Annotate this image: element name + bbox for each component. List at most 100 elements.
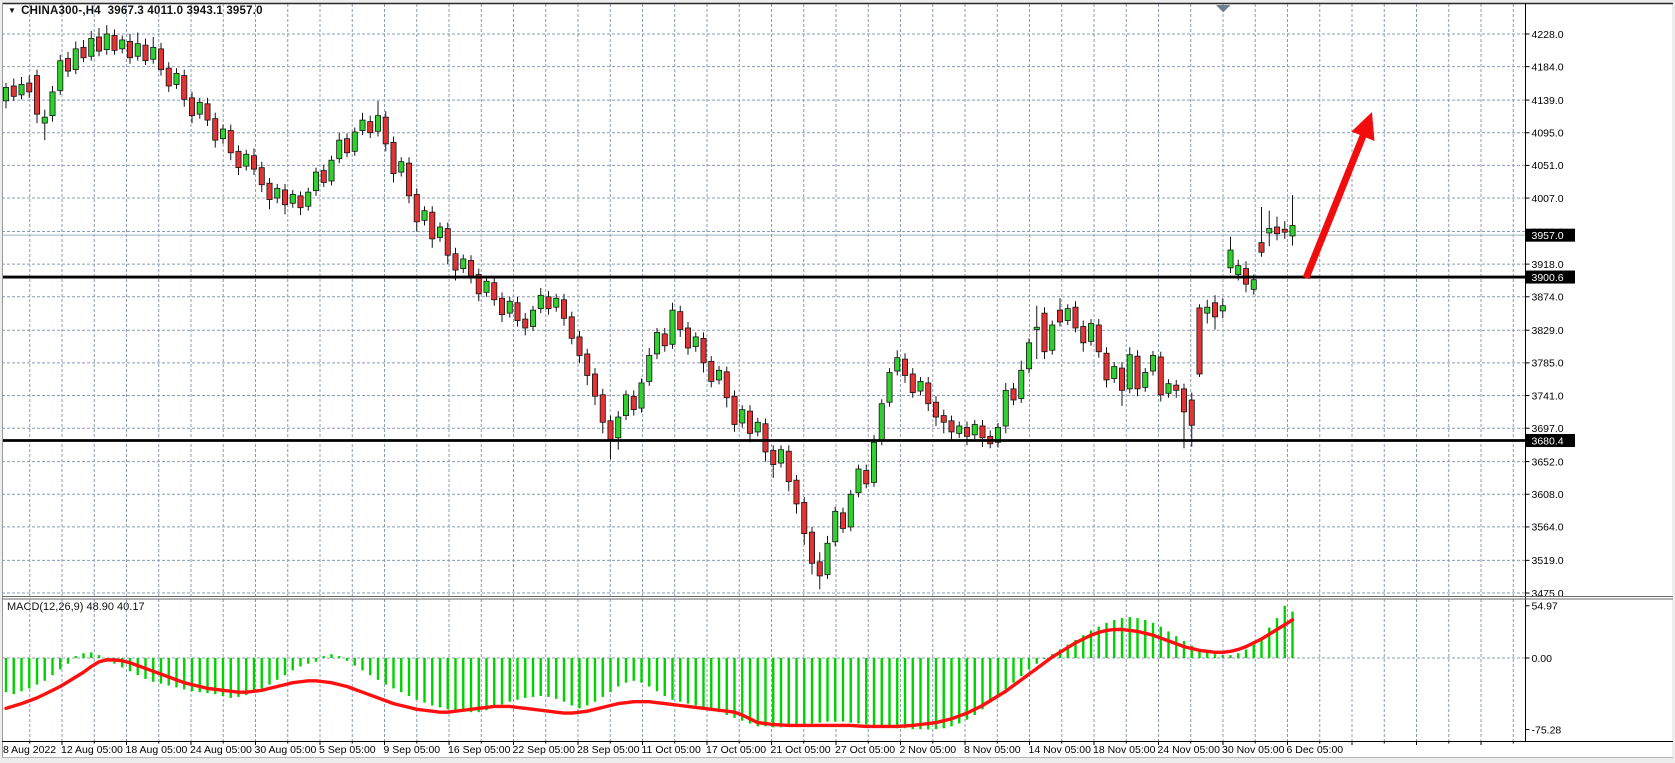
chart-shift-marker-icon xyxy=(1216,5,1231,13)
time-label: 6 Dec 05:00 xyxy=(1287,744,1344,756)
left-strip xyxy=(0,0,2,763)
candle-body xyxy=(809,531,816,564)
price-tick-label: 4184.0 xyxy=(1532,61,1564,73)
candle-body xyxy=(429,211,436,240)
macd-tick-label: -75.28 xyxy=(1532,724,1562,736)
candle-body xyxy=(351,131,358,152)
time-axis[interactable]: 8 Aug 2022 12 Aug 05:00 18 Aug 05:00 24 Aug… xyxy=(3,741,1514,756)
candle-body xyxy=(1095,324,1102,353)
price-tick-label: 4139.0 xyxy=(1532,95,1564,107)
breakout-arrow-shaft xyxy=(1302,134,1367,280)
candle-body xyxy=(498,297,505,316)
price-tick-label: 3918.0 xyxy=(1532,259,1564,271)
candle-body xyxy=(1119,367,1126,391)
candle-body xyxy=(940,415,947,423)
candle-body xyxy=(723,371,730,399)
time-label: 11 Oct 05:00 xyxy=(642,744,702,756)
candle-body xyxy=(607,420,614,440)
candle-body xyxy=(1274,226,1281,235)
candle-body xyxy=(1010,388,1017,401)
candle-body xyxy=(909,373,916,393)
candle-body xyxy=(1080,326,1087,344)
candle-body xyxy=(382,116,389,145)
candle-body xyxy=(785,450,792,483)
candle-body xyxy=(599,394,606,423)
candle-body xyxy=(971,424,978,436)
price-tick-label: 3475.0 xyxy=(1532,588,1564,600)
candle-body xyxy=(584,353,591,376)
candle-body xyxy=(1289,225,1296,237)
price-tick-label: 3519.0 xyxy=(1532,555,1564,567)
candle-body xyxy=(336,139,343,160)
candle-body xyxy=(1142,372,1149,388)
candle-body xyxy=(863,470,870,485)
candle-body xyxy=(506,300,513,314)
macd-tick-label: 0.00 xyxy=(1532,653,1553,665)
candle-body xyxy=(103,33,110,50)
candle-body xyxy=(832,510,839,543)
time-label: 28 Sep 05:00 xyxy=(577,744,640,756)
candle-body xyxy=(312,171,319,192)
candle-body xyxy=(297,195,304,209)
candle-body xyxy=(467,260,474,277)
price-axis[interactable]: 4228.04184.04139.04095.04051.04007.03962… xyxy=(1525,29,1575,737)
candle-body xyxy=(801,502,808,535)
candle-body xyxy=(1018,369,1025,399)
candle-body xyxy=(1049,324,1056,351)
candle-body xyxy=(840,512,847,529)
macd-pane[interactable] xyxy=(2,599,1525,741)
candle-body xyxy=(630,395,637,411)
candle-body xyxy=(1250,279,1257,290)
candle-body xyxy=(72,48,79,71)
candle-body xyxy=(522,318,529,329)
candle-body xyxy=(1181,388,1188,413)
candle-body xyxy=(925,382,932,405)
time-label: 8 Aug 2022 xyxy=(3,744,56,756)
right-strip xyxy=(1672,0,1675,763)
candle-body xyxy=(654,332,661,355)
candle-body xyxy=(243,153,250,167)
candle-body xyxy=(855,468,862,494)
symbol-dropdown-icon[interactable]: ▼ xyxy=(8,6,17,15)
candle-body xyxy=(871,441,878,483)
candle-body xyxy=(367,121,374,134)
macd-tick-label: 54.97 xyxy=(1532,601,1558,613)
time-label: 21 Oct 05:00 xyxy=(771,744,831,756)
price-tick-label: 4228.0 xyxy=(1532,29,1564,41)
time-label: 24 Aug 05:00 xyxy=(190,744,252,756)
candle-body xyxy=(568,316,575,339)
candle-body xyxy=(173,72,180,85)
candle-body xyxy=(1212,302,1219,318)
candle-body xyxy=(514,302,521,321)
time-label: 2 Nov 05:00 xyxy=(900,744,957,756)
time-label: 30 Nov 05:00 xyxy=(1222,744,1285,756)
candle-body xyxy=(545,296,552,310)
time-label: 12 Aug 05:00 xyxy=(61,744,123,756)
candle-body xyxy=(902,358,909,376)
time-label: 18 Aug 05:00 xyxy=(126,744,188,756)
candle-body xyxy=(576,336,583,356)
candle-body xyxy=(708,360,715,382)
time-label: 16 Sep 05:00 xyxy=(448,744,511,756)
candle-body xyxy=(692,336,699,347)
candle-body xyxy=(41,116,48,124)
candle-body xyxy=(623,394,630,416)
candle-body xyxy=(747,410,754,434)
main-chart-pane[interactable] xyxy=(2,4,1525,596)
price-tick-label: 3785.0 xyxy=(1532,358,1564,370)
candle-body xyxy=(1188,399,1195,426)
candle-body xyxy=(475,274,482,295)
price-tick-label: 3652.0 xyxy=(1532,456,1564,468)
price-tick-label: 4095.0 xyxy=(1532,128,1564,140)
candle-body xyxy=(134,43,141,57)
candle-body xyxy=(65,58,72,72)
candle-body xyxy=(227,130,234,154)
candle-body xyxy=(1126,354,1133,390)
candle-body xyxy=(1111,366,1118,379)
candle-body xyxy=(157,48,164,71)
candle-body xyxy=(847,493,854,528)
price-badge-label: 3900.6 xyxy=(1532,272,1564,284)
